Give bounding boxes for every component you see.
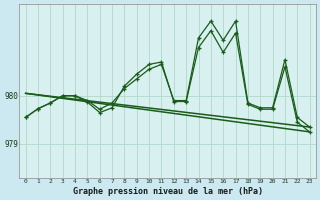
X-axis label: Graphe pression niveau de la mer (hPa): Graphe pression niveau de la mer (hPa) — [73, 187, 263, 196]
